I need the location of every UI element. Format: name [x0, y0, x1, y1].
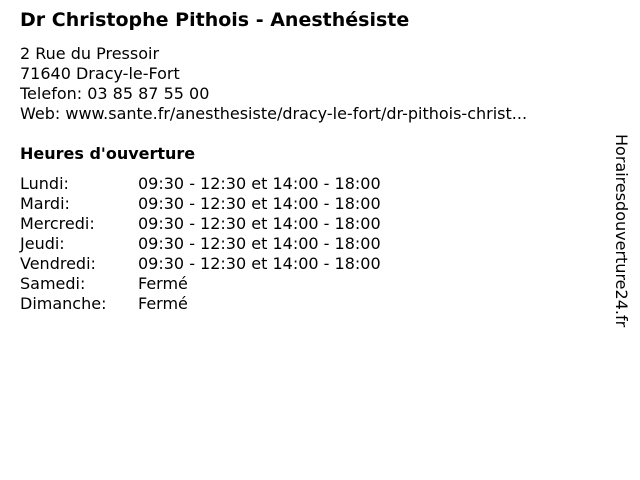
page-title: Dr Christophe Pithois - Anesthésiste: [20, 9, 410, 31]
day-label: Mercredi:: [20, 214, 95, 233]
day-label: Jeudi:: [20, 234, 65, 253]
hours-value: Fermé: [138, 294, 188, 313]
hours-row: Vendredi: 09:30 - 12:30 et 14:00 - 18:00: [20, 254, 381, 273]
day-label: Lundi:: [20, 174, 69, 193]
hours-row: Dimanche: Fermé: [20, 294, 188, 313]
day-label: Mardi:: [20, 194, 70, 213]
hours-row: Mardi: 09:30 - 12:30 et 14:00 - 18:00: [20, 194, 381, 213]
hours-row: Mercredi: 09:30 - 12:30 et 14:00 - 18:00: [20, 214, 381, 233]
street: 2 Rue du Pressoir: [20, 44, 160, 63]
hours-value: 09:30 - 12:30 et 14:00 - 18:00: [138, 254, 381, 273]
hours-value: 09:30 - 12:30 et 14:00 - 18:00: [138, 194, 381, 213]
watermark: Horairesdouverture24.fr: [612, 134, 631, 328]
hours-value: 09:30 - 12:30 et 14:00 - 18:00: [138, 234, 381, 253]
website[interactable]: Web: www.sante.fr/anesthesiste/dracy-le-…: [20, 104, 528, 123]
hours-row: Lundi: 09:30 - 12:30 et 14:00 - 18:00: [20, 174, 381, 193]
phone: Telefon: 03 85 87 55 00: [20, 84, 210, 103]
hours-value: 09:30 - 12:30 et 14:00 - 18:00: [138, 214, 381, 233]
day-label: Vendredi:: [20, 254, 96, 273]
hours-value: 09:30 - 12:30 et 14:00 - 18:00: [138, 174, 381, 193]
day-label: Samedi:: [20, 274, 86, 293]
hours-value: Fermé: [138, 274, 188, 293]
city: 71640 Dracy-le-Fort: [20, 64, 180, 83]
hours-row: Jeudi: 09:30 - 12:30 et 14:00 - 18:00: [20, 234, 381, 253]
day-label: Dimanche:: [20, 294, 107, 313]
hours-heading: Heures d'ouverture: [20, 144, 196, 163]
hours-row: Samedi: Fermé: [20, 274, 188, 293]
